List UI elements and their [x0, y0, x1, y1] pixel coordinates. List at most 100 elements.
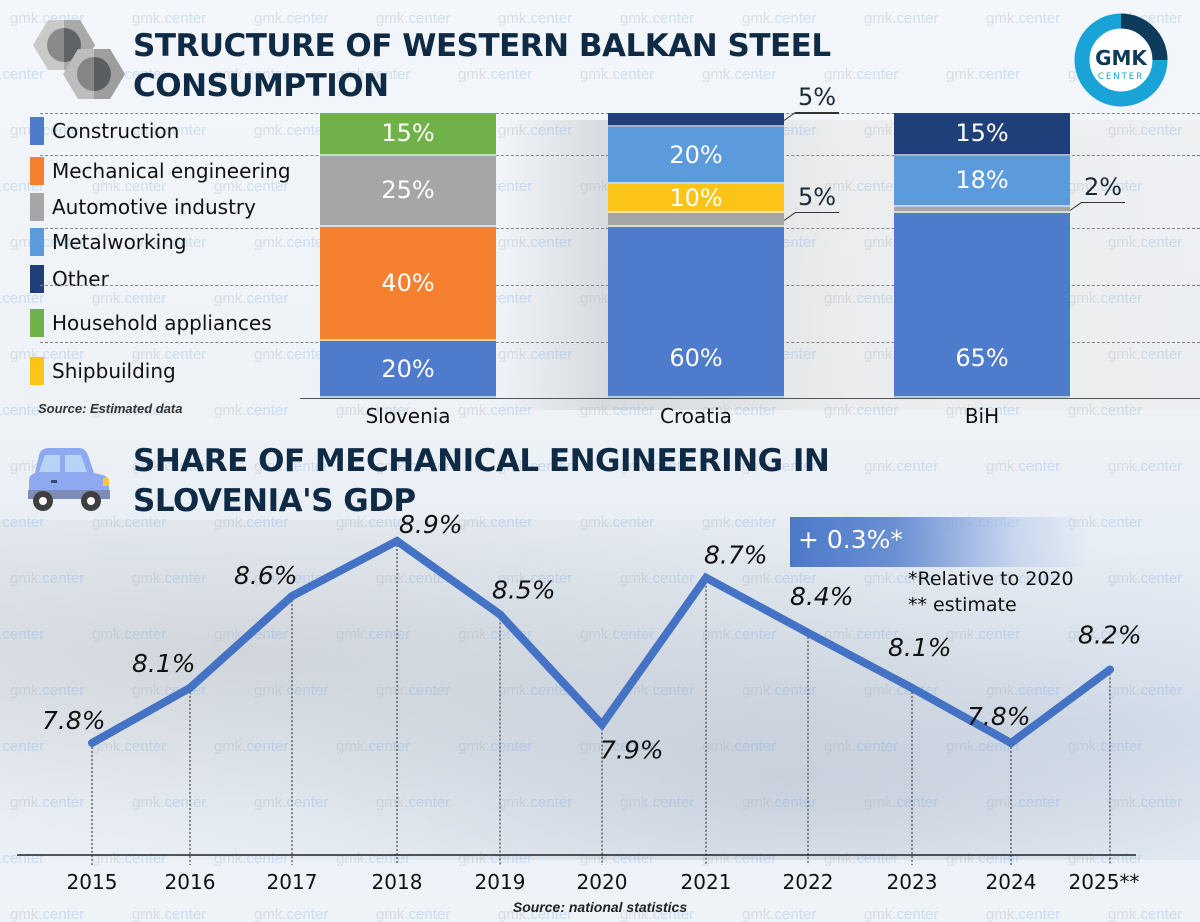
bar-segment-label: 15% — [955, 119, 1009, 148]
bar-segment: 18% — [894, 155, 1070, 208]
line-chart-title: SHARE OF MECHANICAL ENGINEERING IN SLOVE… — [133, 441, 830, 521]
bar-segment-label: 40% — [381, 269, 435, 297]
legend-swatch — [30, 157, 44, 185]
x-tick-label: 2018 — [372, 870, 423, 894]
callout-underline — [795, 211, 839, 214]
x-tick-label: 2016 — [165, 870, 216, 894]
legend-item: Shipbuilding — [30, 356, 176, 386]
legend-label: Automotive industry — [52, 195, 256, 219]
bar-segment: 15% — [320, 113, 496, 156]
category-label: Croatia — [660, 404, 732, 428]
bar-segment-label: 20% — [669, 140, 723, 169]
bar-segment — [894, 207, 1070, 213]
data-label: 8.6% — [234, 561, 298, 590]
legend-label: Shipbuilding — [52, 359, 176, 383]
data-label: 8.1% — [888, 633, 952, 662]
callout-label: 5% — [798, 182, 837, 211]
data-point — [1007, 739, 1015, 747]
legend-item: Mechanical engineering — [30, 156, 291, 186]
data-label: 8.9% — [399, 510, 463, 539]
bar-chart-title-line-2: CONSUMPTION — [133, 68, 389, 104]
car-icon — [28, 448, 110, 511]
x-tick-label: 2019 — [475, 870, 526, 894]
logo-text-center: CENTER — [1098, 72, 1144, 82]
callout-label: 2% — [1084, 172, 1123, 201]
x-tick-label: 2021 — [681, 870, 732, 894]
bar-segment: 10% — [608, 184, 784, 213]
legend-item: Other — [30, 264, 109, 294]
bar-chart-x-axis — [300, 398, 1200, 399]
bar-chart-title: STRUCTURE OF WESTERN BALKAN STEEL CONSUM… — [133, 26, 831, 106]
category-label: Slovenia — [365, 404, 451, 428]
legend-label: Mechanical engineering — [52, 159, 291, 183]
legend-swatch — [30, 228, 44, 256]
legend-item: Construction — [30, 116, 179, 146]
data-label: 8.2% — [1078, 621, 1142, 650]
bar-segment-label: 25% — [381, 176, 435, 205]
bar-segment: 60% — [608, 227, 784, 398]
x-tick-label: 2024 — [986, 870, 1037, 894]
bar-segment: 25% — [320, 155, 496, 227]
note-relative-to-2020: *Relative to 2020 — [908, 568, 1074, 590]
bar-segment: 15% — [894, 113, 1070, 156]
callout-label: 5% — [798, 83, 837, 112]
data-label: 8.7% — [704, 541, 768, 570]
data-label: 7.8% — [42, 706, 106, 735]
legend-item: Household appliances — [30, 308, 272, 338]
bar-segment: 20% — [320, 341, 496, 398]
hex-nuts-icon — [33, 20, 125, 99]
data-point — [702, 573, 710, 582]
legend-label: Construction — [52, 119, 180, 143]
legend-swatch — [30, 357, 44, 385]
legend-item: Metalworking — [30, 227, 187, 257]
bar-segment-label: 20% — [381, 354, 435, 383]
bar-segment-label: 60% — [669, 344, 723, 372]
data-point — [186, 683, 194, 692]
legend-label: Other — [52, 267, 109, 291]
legend-label: Metalworking — [52, 230, 187, 254]
bar-chart-source: Source: Estimated data — [38, 401, 183, 416]
data-point — [496, 610, 504, 619]
data-label: 8.1% — [132, 649, 196, 678]
logo-text-gmk: GMK — [1095, 46, 1148, 70]
line-chart-title-line-1: SHARE OF MECHANICAL ENGINEERING IN — [133, 443, 830, 479]
data-point — [88, 739, 96, 747]
legend-label: Household appliances — [52, 311, 272, 335]
x-tick-label: 2022 — [783, 870, 834, 894]
line-chart-title-line-2: SLOVENIA'S GDP — [133, 483, 416, 519]
x-tick-label: 2015 — [67, 870, 118, 894]
bar-chart-title-line-1: STRUCTURE OF WESTERN BALKAN STEEL — [133, 28, 831, 64]
change-annotation-badge: + 0.3%* — [790, 517, 1090, 567]
legend-swatch — [30, 265, 44, 293]
callout-underline — [795, 112, 839, 114]
legend-item: Automotive industry — [30, 192, 256, 222]
bar-segment-label: 65% — [955, 344, 1009, 372]
data-label: 7.8% — [967, 702, 1031, 731]
data-point — [393, 537, 401, 545]
legend-swatch — [30, 117, 44, 145]
bar-segment: 65% — [894, 212, 1070, 398]
bar-segment: 20% — [608, 127, 784, 185]
x-tick-label: 2025** — [1069, 870, 1140, 894]
data-point — [288, 592, 296, 601]
category-label: BiH — [964, 404, 1000, 428]
car-background — [0, 520, 1200, 860]
x-tick-label: 2017 — [267, 870, 318, 894]
bar-segment: 40% — [320, 227, 496, 341]
bar-segment-label: 18% — [955, 166, 1009, 195]
x-tick-label: 2020 — [577, 870, 628, 894]
data-point — [908, 683, 916, 692]
bar-segment-label: 10% — [669, 183, 723, 212]
data-label: 7.9% — [600, 736, 664, 765]
legend-swatch — [30, 193, 44, 221]
data-point — [598, 720, 606, 729]
gmk-center-logo: GMK CENTER — [1074, 13, 1168, 107]
data-point — [804, 628, 812, 637]
line-chart-source: Source: national statistics — [512, 899, 688, 915]
note-estimate: ** estimate — [908, 594, 1017, 616]
bar-segment-label: 15% — [381, 119, 435, 148]
legend-swatch — [30, 309, 44, 337]
bar-segment — [608, 113, 784, 128]
data-label: 8.5% — [492, 575, 556, 604]
